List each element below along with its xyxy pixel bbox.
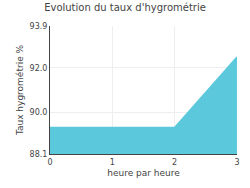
svg-text:88.1: 88.1 xyxy=(30,150,48,159)
svg-text:3: 3 xyxy=(234,158,239,167)
svg-text:92.0: 92.0 xyxy=(30,64,48,73)
svg-text:0: 0 xyxy=(47,158,52,167)
svg-text:heure par heure: heure par heure xyxy=(107,168,180,178)
svg-text:Evolution du taux d'hygrométri: Evolution du taux d'hygrométrie xyxy=(44,2,206,13)
svg-text:90.0: 90.0 xyxy=(30,108,48,117)
svg-text:Taux hygrométrie %: Taux hygrométrie % xyxy=(15,44,25,136)
svg-text:2: 2 xyxy=(172,158,177,167)
svg-text:1: 1 xyxy=(110,158,115,167)
svg-text:93.9: 93.9 xyxy=(30,22,48,31)
